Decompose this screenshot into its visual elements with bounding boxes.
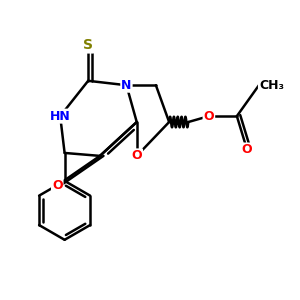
Text: S: S xyxy=(83,38,93,52)
Text: CH₃: CH₃ xyxy=(259,79,284,92)
Text: O: O xyxy=(242,143,253,157)
Text: N: N xyxy=(121,79,132,92)
Text: HN: HN xyxy=(50,110,70,123)
Text: O: O xyxy=(131,149,142,162)
Text: O: O xyxy=(204,110,214,123)
Text: O: O xyxy=(52,179,63,192)
